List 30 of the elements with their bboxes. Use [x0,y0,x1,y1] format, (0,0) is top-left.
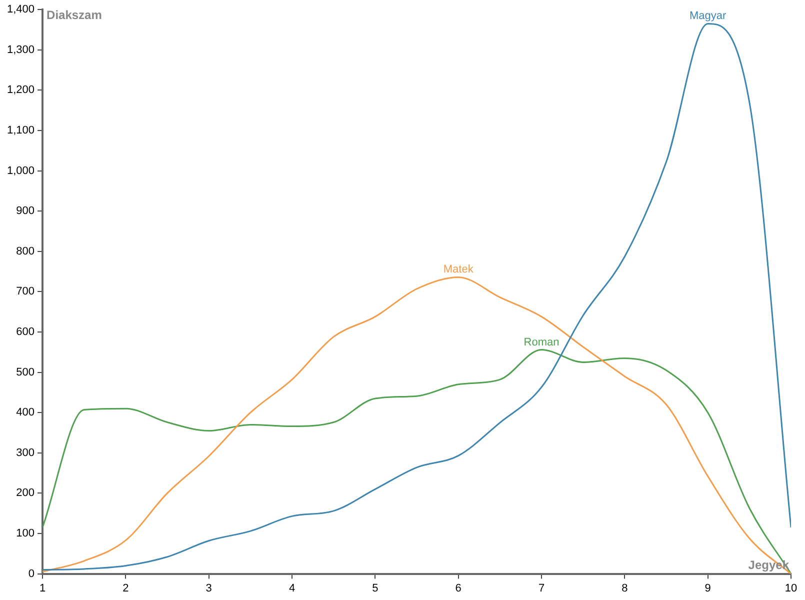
y-tick-label: 100 [16,528,35,540]
y-tick-label: 0 [28,568,35,580]
x-tick-label: 1 [39,582,46,594]
x-tick-label: 6 [455,582,462,594]
series-label: Magyar [689,10,727,22]
y-tick-label: 1,400 [6,4,35,16]
x-tick-label: 2 [122,582,129,594]
series-label: Roman [524,336,560,348]
y-tick-label: 900 [16,205,35,218]
y-tick-label: 200 [16,487,35,500]
y-tick-label: 800 [16,245,35,258]
y-tick-label: 300 [16,446,35,459]
series-label: Matek [443,264,474,276]
y-tick-label: 500 [16,366,35,378]
y-axis-title: Diakszam [46,8,102,22]
y-tick-label: 1,300 [6,44,35,56]
y-tick-label: 1,100 [6,124,35,137]
x-tick-label: 3 [206,582,212,594]
x-tick-label: 10 [784,582,798,594]
y-tick-label: 1,200 [6,84,35,96]
y-tick-label: 1,000 [6,164,35,177]
x-tick-label: 5 [372,582,378,594]
x-tick-label: 8 [622,582,628,594]
x-tick-label: 9 [704,582,711,594]
line-series [42,22,791,571]
y-tick-label: 700 [16,286,35,298]
x-tick-label: 4 [288,582,296,594]
y-tick-label: 400 [16,406,35,419]
y-tick-label: 600 [16,326,35,338]
x-tick-label: 7 [538,582,545,594]
